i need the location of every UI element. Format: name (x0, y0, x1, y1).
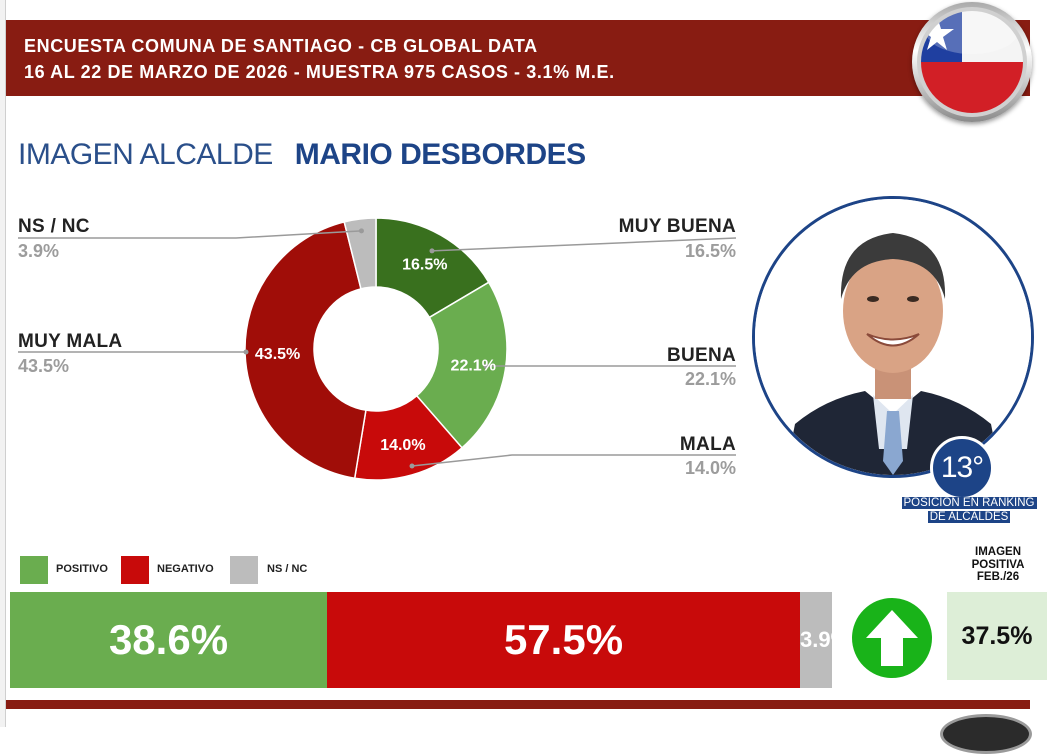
donut-slice-labels: 16.5% 22.1% 14.0% 43.5% (255, 256, 496, 453)
ranking-caption-line2: DE ALCALDES (927, 511, 1011, 523)
ranking-caption-line1: POSICIÓN EN RANKING (901, 497, 1037, 509)
previous-label-line1: IMAGEN (975, 546, 1021, 558)
previous-value: 37.5% (947, 592, 1047, 680)
slice-mala-label: 14.0% (380, 437, 425, 454)
ranking-caption: POSICIÓN EN RANKING DE ALCALDES (893, 496, 1045, 524)
leader-mala (411, 454, 736, 467)
legend-swatch-negative (121, 556, 149, 584)
leader-nsnc-dot (358, 228, 364, 234)
value-muy-buena: 16.5% (684, 241, 736, 261)
slice-muy-mala-label: 43.5% (255, 346, 300, 363)
value-buena: 22.1% (684, 369, 736, 389)
up-arrow-icon (852, 598, 932, 678)
slice-buena (415, 281, 508, 449)
bar-nsnc: 3.9% (800, 592, 832, 688)
slice-buena-label: 22.1% (451, 358, 496, 375)
legend-swatch-nsnc (230, 556, 258, 584)
value-muy-mala: 43.5% (18, 356, 70, 376)
header-title: ENCUESTA COMUNA DE SANTIAGO - CB GLOBAL … (24, 36, 538, 56)
leader-muy-mala-dot (243, 349, 249, 355)
slice-muy-mala (244, 221, 367, 480)
ranking-badge: 13° (930, 436, 994, 500)
slice-muy-buena-label: 16.5% (402, 256, 447, 273)
left-edge (0, 0, 6, 727)
label-buena: BUENA (666, 345, 736, 366)
legend-label-negative: NEGATIVO (157, 563, 214, 575)
header-subtitle: 16 AL 22 DE MARZO DE 2026 - MUESTRA 975 … (24, 62, 615, 82)
slice-nsnc (343, 217, 377, 290)
donut-leader-lines (18, 228, 737, 469)
chile-flag-icon (912, 2, 1032, 122)
leader-muy-buena (431, 237, 737, 252)
bar-negative: 57.5% (327, 592, 800, 688)
label-mala: MALA (679, 434, 736, 455)
bar-positive: 38.6% (10, 592, 327, 688)
footer-flag-icon (940, 714, 1032, 754)
leader-buena-dot (483, 363, 489, 369)
value-nsnc: 3.9% (18, 241, 60, 261)
footer-bar (6, 700, 1030, 709)
slice-muy-buena (375, 217, 490, 319)
page-title: IMAGEN ALCALDE MARIO DESBORDES (18, 138, 586, 172)
leader-nsnc (18, 230, 362, 239)
previous-label: IMAGEN POSITIVA FEB./26 (955, 546, 1041, 584)
legend-label-positive: POSITIVO (56, 563, 108, 575)
label-muy-mala: MUY MALA (18, 331, 123, 352)
title-name: MARIO DESBORDES (294, 138, 586, 171)
donut-chart: 16.5% 22.1% 14.0% 43.5% (18, 217, 737, 481)
leader-mala-dot (409, 463, 415, 469)
label-nsnc: NS / NC (18, 216, 90, 237)
mayor-portrait (752, 196, 1034, 478)
header-banner: ENCUESTA COMUNA DE SANTIAGO - CB GLOBAL … (6, 20, 1030, 96)
title-prefix: IMAGEN ALCALDE (18, 138, 273, 171)
previous-label-line3: FEB./26 (976, 571, 1020, 583)
leader-muy-buena-dot (429, 248, 435, 254)
value-mala: 14.0% (684, 458, 736, 478)
legend-swatch-positive (20, 556, 48, 584)
label-muy-buena: MUY BUENA (618, 216, 736, 237)
legend-label-nsnc: NS / NC (267, 563, 308, 575)
donut-slices (244, 217, 508, 481)
previous-label-line2: POSITIVA (971, 558, 1025, 571)
